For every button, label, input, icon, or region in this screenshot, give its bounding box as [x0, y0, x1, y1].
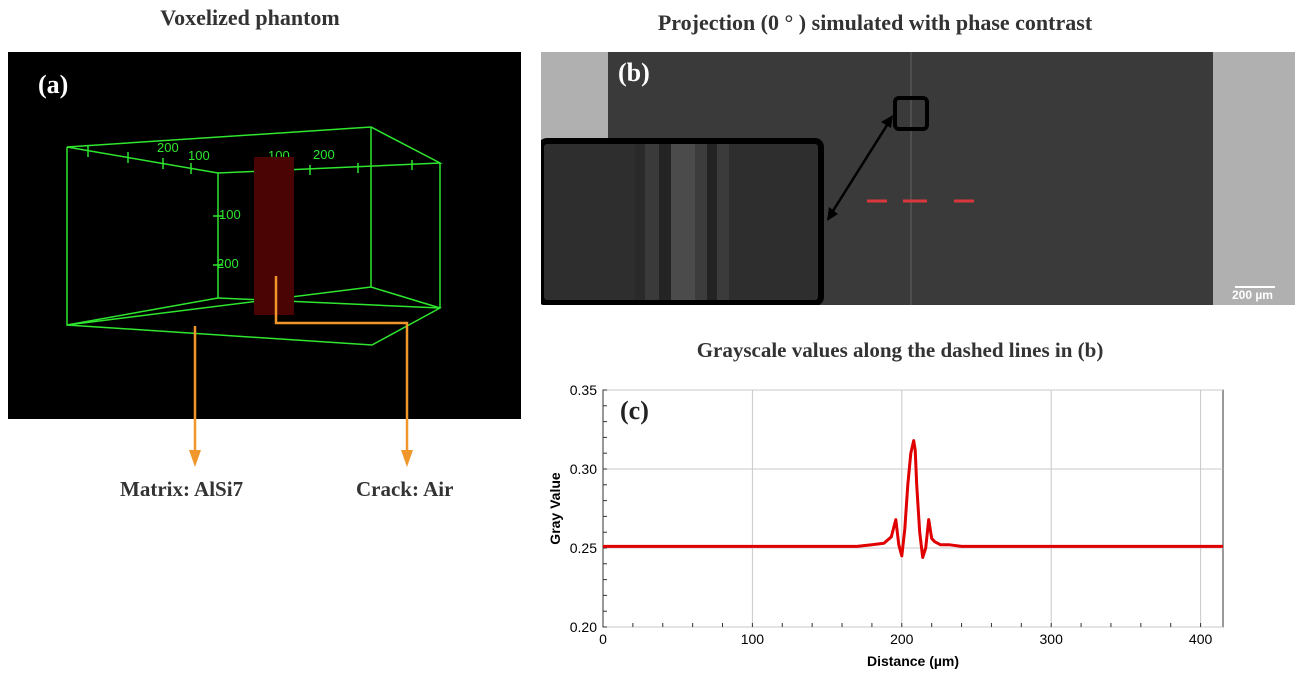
tick-label: 100 [188, 148, 210, 163]
scale-bar-label: 200 µm [1232, 288, 1273, 302]
panel-label-b: (b) [618, 58, 650, 87]
series-line-gray-value [603, 439, 1223, 559]
zoom-arrow-head-top [881, 115, 893, 128]
y-tick-label: 0.25 [570, 540, 597, 556]
title-projection: Projection (0 ° ) simulated with phase c… [657, 10, 1093, 35]
zoom-arrow [829, 121, 891, 215]
crack-arrow-head [401, 450, 413, 467]
y-tick-label: 0.35 [570, 382, 597, 398]
y-tick-label: 0.20 [570, 619, 597, 635]
voxel-box-wireframe [66, 126, 443, 346]
grid [603, 389, 1223, 628]
crack-label: Crack: Air [356, 477, 454, 501]
series-layer [603, 439, 1223, 559]
matrix-label: Matrix: AlSi7 [120, 477, 244, 501]
x-tick-label: 0 [599, 631, 607, 647]
tick-label: 200 [157, 140, 179, 155]
matrix-arrow-head [189, 450, 201, 467]
x-tick-label: 300 [1040, 631, 1064, 647]
crack-region [254, 157, 294, 315]
grayscale-chart: 0 100 200 300 400 0.20 0.25 0.30 0.35 Distance (… [547, 382, 1224, 669]
x-tick-label: 100 [741, 631, 765, 647]
crack-arrow-line [274, 276, 409, 452]
y-axis-label: Gray Value [547, 472, 563, 545]
projection-right-margin [1213, 52, 1295, 305]
plot-area [602, 389, 1224, 628]
tick-label: 100 [219, 207, 241, 222]
title-grayscale-profile: Grayscale values along the dashed lines … [696, 338, 1104, 362]
tick-label: 200 [313, 147, 335, 162]
panel-label-c: (c) [620, 396, 649, 425]
projection-panel [538, 52, 1295, 306]
y-tick-label: 0.30 [570, 461, 597, 477]
zoom-source-box [893, 96, 929, 131]
x-axis-label: Distance (µm) [867, 653, 959, 669]
panel-label-a: (a) [38, 70, 69, 99]
projection-image [538, 52, 1295, 306]
inset-stripes [635, 144, 729, 300]
title-voxelized-phantom: Voxelized phantom [160, 5, 340, 30]
axis-ticks: 0 100 200 300 400 0.20 0.25 0.30 0.35 [570, 382, 1213, 647]
x-tick-label: 200 [890, 631, 914, 647]
box-bottom-face [66, 286, 442, 346]
box-bottom-inner-edge [217, 297, 441, 309]
box-front-face [66, 146, 219, 326]
box-top-face [66, 126, 443, 174]
zoom-arrow-head-bottom [827, 207, 838, 221]
x-tick-label: 400 [1189, 631, 1213, 647]
tick-label: 200 [217, 256, 239, 271]
